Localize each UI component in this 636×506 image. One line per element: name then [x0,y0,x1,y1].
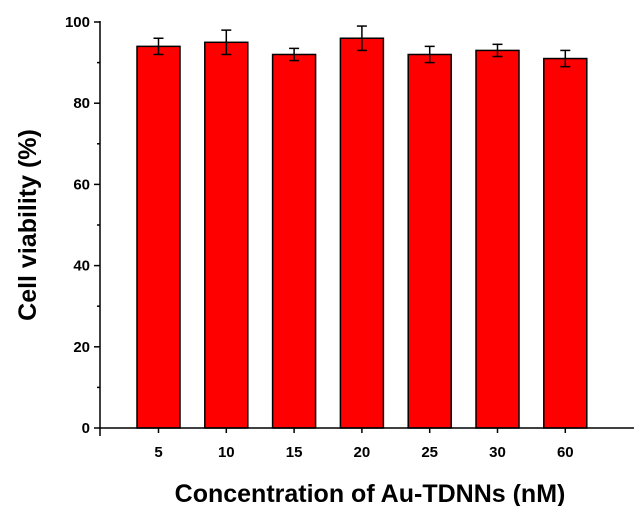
bar-5 [136,45,181,429]
y-tick-label-100: 100 [65,14,90,31]
x-tick-label-60: 60 [557,444,574,461]
x-tick-label-15: 15 [286,444,303,461]
axes-group [94,21,634,436]
x-tick-label-10: 10 [218,444,235,461]
bar-15 [271,53,317,429]
bar-60 [543,57,588,429]
y-axis-title: Cell viability (%) [14,129,42,321]
bars-group [136,37,588,429]
x-tick-label-30: 30 [489,444,506,461]
bar-20 [339,37,385,429]
bar-10 [204,41,249,429]
x-axis-title: Concentration of Au-TDNNs (nM) [175,480,566,506]
y-tick-label-80: 80 [73,95,90,112]
y-tick-label-60: 60 [73,176,90,193]
x-tick-label-25: 25 [421,444,438,461]
bar-25 [407,53,452,429]
x-tick-label-20: 20 [354,444,371,461]
bar-30 [475,49,520,429]
y-tick-label-0: 0 [82,420,90,437]
x-tick-label-5: 5 [154,444,162,461]
tick-labels-group: 5 10 15 20 25 30 60 0 20 40 60 80 100 [65,14,574,461]
y-tick-label-20: 20 [73,339,90,356]
y-tick-label-40: 40 [73,258,90,275]
error-bars-group [153,25,571,68]
